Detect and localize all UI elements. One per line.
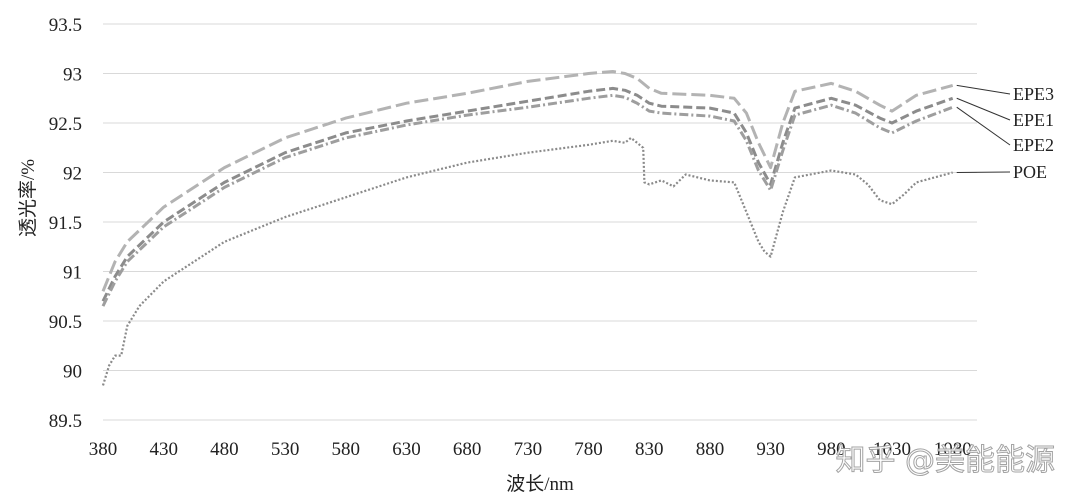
x-tick-label: 780 [574,439,603,460]
x-tick-label: 1080 [934,439,972,460]
series-line-epe2 [101,93,954,307]
legend-leader-epe1 [956,97,1011,121]
series-line-epe3 [101,70,954,292]
y-tick-label: 91 [63,263,82,284]
x-tick-label: 530 [271,439,300,460]
x-tick-label: 730 [514,439,543,460]
y-tick-label: 93.5 [49,15,82,36]
y-tick-label: 92.5 [49,114,82,135]
series-lines [101,70,954,386]
x-tick-label: 830 [635,439,664,460]
legend-label-epe1: EPE1 [1013,110,1054,130]
x-tick-label: 930 [756,439,785,460]
x-tick-label: 430 [149,439,178,460]
x-tick-label: 980 [817,439,846,460]
x-tick-label: 480 [210,439,239,460]
x-tick-label: 1030 [873,439,911,460]
x-tick-labels: 380 430 480 530 580 630 680 730 780 830 880 930 980 1… [89,439,972,460]
x-axis-title: 波长/nm [506,473,574,495]
legend-leader-epe3 [956,84,1011,95]
series-line-epe1 [101,86,954,302]
y-tick-label: 92 [63,164,82,185]
legend-label-epe3: EPE3 [1013,84,1054,104]
y-tick-labels: 89.5 90 90.5 91 91.5 92 92.5 93 93.5 [49,15,82,432]
legend-leader-epe2 [956,106,1011,146]
x-tick-label: 580 [332,439,361,460]
y-axis-title: 透光率/% [17,159,39,237]
x-tick-label: 380 [89,439,118,460]
x-tick-label: 680 [453,439,482,460]
x-tick-label: 630 [392,439,421,460]
y-tick-label: 93 [63,65,82,86]
y-tick-label: 89.5 [49,411,82,432]
legend: EPE3 EPE1 EPE2 POE [956,84,1054,182]
legend-label-poe: POE [1013,162,1047,182]
legend-leader-poe [956,171,1011,173]
gridlines [103,23,977,421]
series-line-poe [101,136,953,386]
y-tick-label: 91.5 [49,213,82,234]
x-tick-label: 880 [696,439,725,460]
watermark-text: 知乎 @美能能源 [835,443,1055,478]
legend-label-epe2: EPE2 [1013,135,1054,155]
y-tick-label: 90.5 [49,312,82,333]
y-tick-label: 90 [63,362,82,383]
